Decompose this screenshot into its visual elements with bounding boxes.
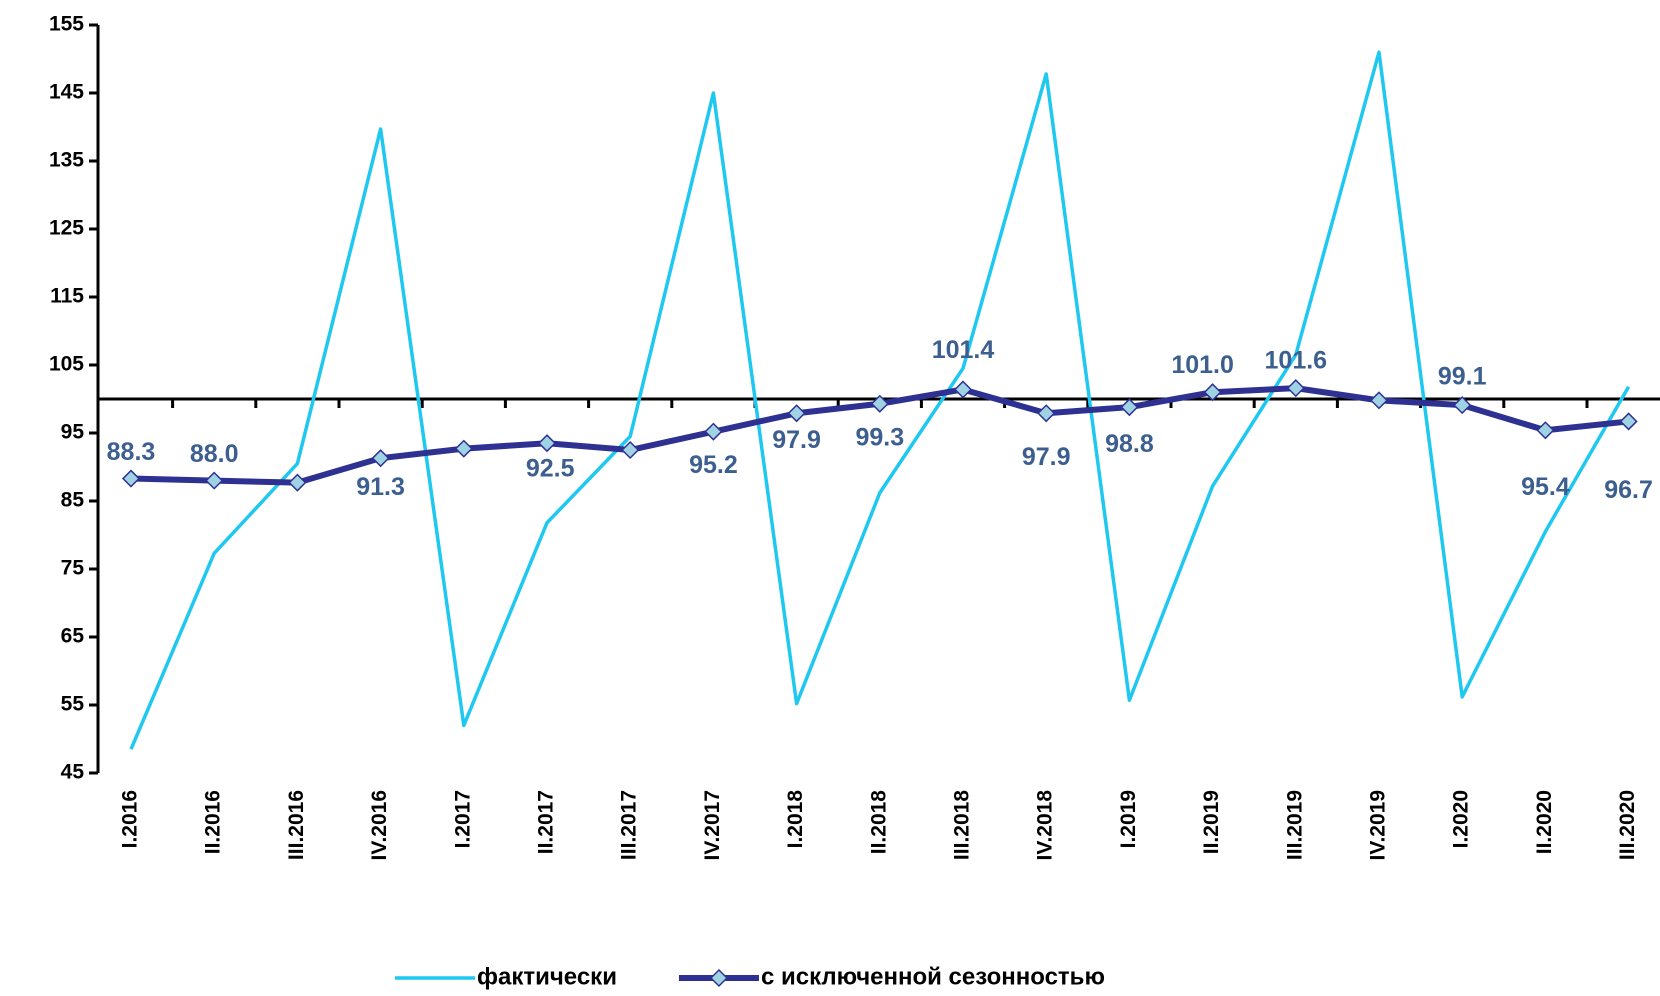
y-tick-label: 85 [61,489,85,512]
marker [1619,412,1638,431]
y-tick-label: 115 [50,285,84,308]
legend-marker [709,968,729,988]
x-tick-label: I.2020 [1450,790,1473,848]
data-label: 88.0 [190,440,239,468]
data-label: 99.1 [1438,363,1487,391]
y-tick-label: 155 [49,13,84,36]
marker [1037,404,1056,423]
data-label: 92.5 [526,455,575,483]
x-tick-label: I.2018 [784,790,807,849]
marker [1536,421,1555,440]
marker [870,394,889,413]
legend-label: фактически [477,963,617,990]
x-tick-label: II.2017 [535,790,558,854]
data-label: 101.4 [932,336,995,364]
marker [121,469,141,488]
data-label: 99.3 [855,423,904,451]
x-tick-label: III.2020 [1616,790,1639,860]
y-tick-label: 55 [61,693,85,716]
x-tick-label: II.2019 [1200,790,1223,854]
x-tick-label: III.2018 [951,790,974,860]
x-tick-label: II.2020 [1533,790,1556,854]
y-tick-label: 95 [61,421,85,444]
x-tick-label: III.2019 [1283,790,1306,860]
x-tick-label: IV.2019 [1367,790,1390,860]
marker [787,404,806,423]
x-tick-label: I.2019 [1117,790,1140,848]
x-tick-label: IV.2018 [1034,790,1057,861]
x-tick-label: III.2016 [285,790,308,860]
data-label: 95.4 [1521,473,1570,501]
marker [371,449,390,468]
y-tick-label: 75 [61,557,85,580]
marker [953,380,973,399]
data-label: 101.6 [1265,347,1328,375]
x-tick-label: I.2017 [451,790,474,848]
x-tick-label: IV.2016 [368,790,391,860]
marker [621,440,640,460]
series-line [129,50,1631,750]
x-tick-label: III.2017 [618,790,641,860]
y-tick-label: 125 [49,217,84,240]
marker [205,471,224,490]
marker [1453,396,1472,415]
marker [454,439,473,458]
y-tick-label: 135 [49,149,84,172]
marker [1120,398,1139,417]
x-tick-label: II.2018 [867,790,890,855]
data-label: 91.3 [356,473,405,501]
data-label: 97.9 [772,426,821,454]
x-tick-label: II.2016 [202,790,225,854]
marker [704,422,723,441]
marker [1369,391,1389,410]
x-tick-label: IV.2017 [701,790,724,860]
data-label: 97.9 [1022,443,1071,471]
marker [1203,383,1222,402]
marker [1286,379,1305,398]
y-tick-label: 45 [61,761,85,784]
data-label: 98.8 [1105,430,1154,458]
data-label: 96.7 [1604,476,1653,504]
data-label: 88.3 [107,438,156,466]
x-tick-label: I.2016 [119,790,142,848]
data-label: 95.2 [689,451,738,479]
marker [537,434,557,453]
data-label: 101.0 [1171,351,1234,379]
legend-label: с исключенной сезонностью [761,963,1105,990]
marker [288,473,307,492]
y-tick-label: 105 [49,353,84,376]
y-tick-label: 65 [61,625,85,648]
y-tick-label: 145 [49,81,84,104]
